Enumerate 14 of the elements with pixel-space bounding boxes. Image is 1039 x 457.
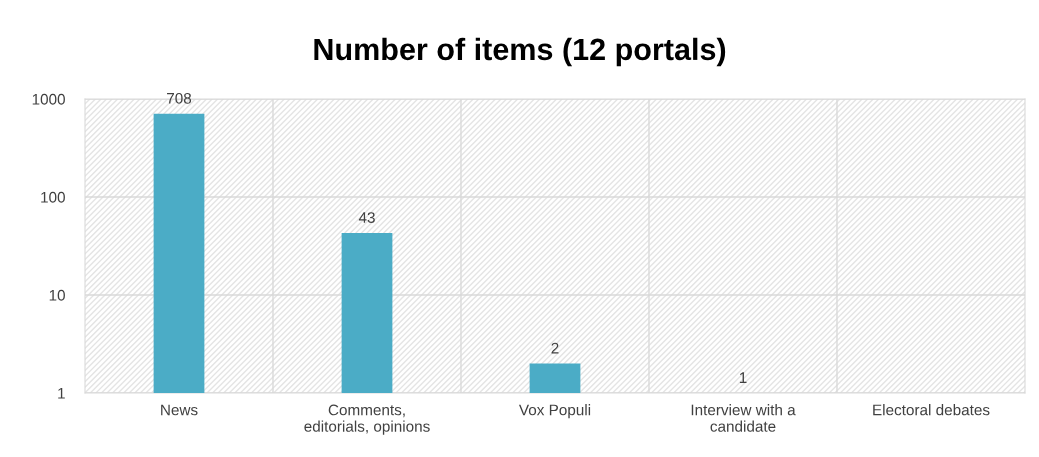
y-tick-label: 1 (58, 388, 65, 399)
y-tick-label: 100 (41, 191, 65, 203)
y-tick-label: 1000 (32, 93, 65, 105)
x-tick-label: Comments, editorials, opinions (304, 404, 430, 435)
x-tick-label: Vox Populi (518, 404, 591, 419)
data-label: 2 (551, 342, 559, 354)
y-tick-label: 10 (49, 289, 65, 301)
data-label: 1 (739, 372, 747, 383)
data-label: 708 (167, 92, 192, 104)
data-label: 43 (358, 212, 375, 223)
x-tick-label: Interview with a candidate (691, 404, 796, 432)
chart-title: Number of items (12 portals) (314, 37, 726, 67)
x-tick-label: Electoral debates (873, 404, 990, 416)
x-tick-label: News (161, 404, 198, 416)
